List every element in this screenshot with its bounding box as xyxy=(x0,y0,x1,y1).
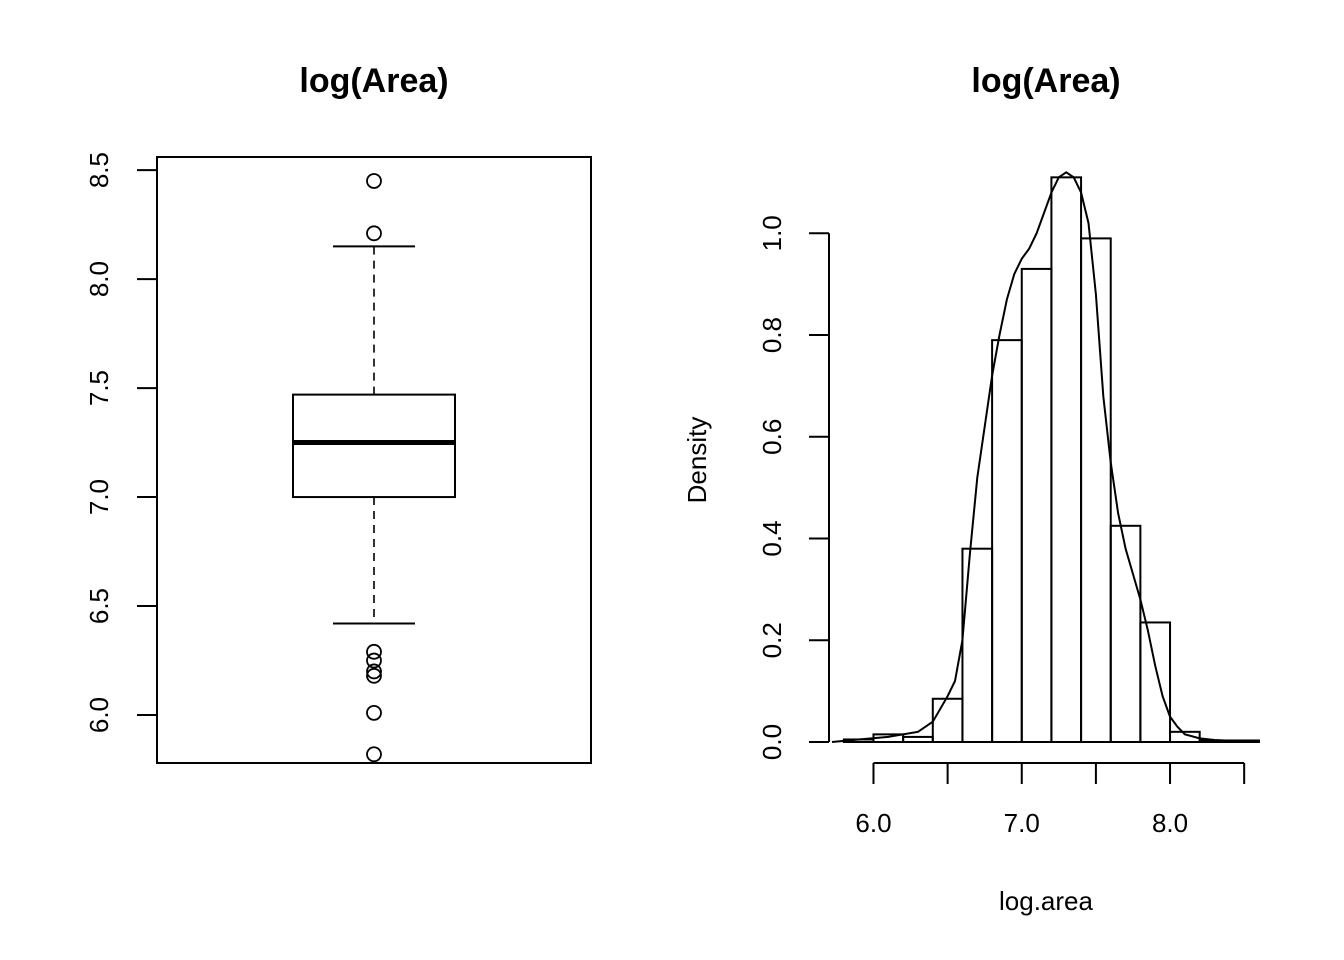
boxplot-outliers xyxy=(366,173,382,763)
y-tick-label: 7.0 xyxy=(84,479,114,515)
x-tick-label: 7.0 xyxy=(1004,808,1040,838)
histogram-bar xyxy=(991,339,1023,743)
boxplot-panel: log(Area) 6.0 6.5 7.0 7.5 8.0 8.5 xyxy=(84,62,592,764)
histogram-panel: log(Area) log.area Density 6.0 7.0 8.0 0.0… xyxy=(682,62,1261,916)
histogram-y-axis: 0.0 0.2 0.4 0.6 0.8 1.0 xyxy=(757,215,830,760)
y-tick-label: 0.0 xyxy=(757,724,787,760)
histogram-bar xyxy=(1109,524,1142,743)
histogram-bar xyxy=(1020,267,1053,743)
histogram-bar xyxy=(931,697,964,743)
histogram-bar xyxy=(1080,237,1112,744)
boxplot-title: log(Area) xyxy=(299,62,448,100)
y-tick-label: 7.5 xyxy=(84,370,114,406)
histogram-bar xyxy=(1169,730,1201,744)
histogram-x-axis-label: log.area xyxy=(999,886,1093,916)
x-tick-label: 8.0 xyxy=(1152,808,1188,838)
boxplot-y-axis: 6.0 6.5 7.0 7.5 8.0 8.5 xyxy=(84,152,158,733)
histogram-bar xyxy=(902,735,934,743)
histogram-title: log(Area) xyxy=(971,62,1120,100)
y-tick-label: 0.8 xyxy=(757,317,787,353)
histogram-x-axis: 6.0 7.0 8.0 xyxy=(855,762,1246,838)
y-tick-label: 0.4 xyxy=(757,520,787,556)
histogram-bars xyxy=(842,176,1261,744)
y-tick-label: 6.0 xyxy=(84,697,114,733)
x-tick-label: 6.0 xyxy=(855,808,891,838)
y-tick-label: 0.6 xyxy=(757,419,787,455)
histogram-y-axis-label: Density xyxy=(682,417,712,504)
y-tick-label: 1.0 xyxy=(757,215,787,251)
outlier-point xyxy=(366,652,382,669)
boxplot-body xyxy=(292,245,456,625)
y-tick-label: 8.0 xyxy=(84,261,114,297)
y-tick-label: 6.5 xyxy=(84,588,114,624)
y-tick-label: 0.2 xyxy=(757,622,787,658)
interquartile-box xyxy=(292,393,456,499)
outlier-point xyxy=(366,643,382,660)
outlier-point xyxy=(366,746,382,763)
density-curve xyxy=(831,171,1257,743)
outlier-point xyxy=(366,663,382,680)
y-tick-label: 8.5 xyxy=(84,152,114,188)
outlier-point xyxy=(366,173,382,189)
histogram-bar xyxy=(1050,176,1083,743)
outlier-point xyxy=(366,225,382,242)
outlier-point xyxy=(366,667,382,684)
outlier-point xyxy=(366,704,382,721)
histogram-bar xyxy=(1139,621,1172,744)
